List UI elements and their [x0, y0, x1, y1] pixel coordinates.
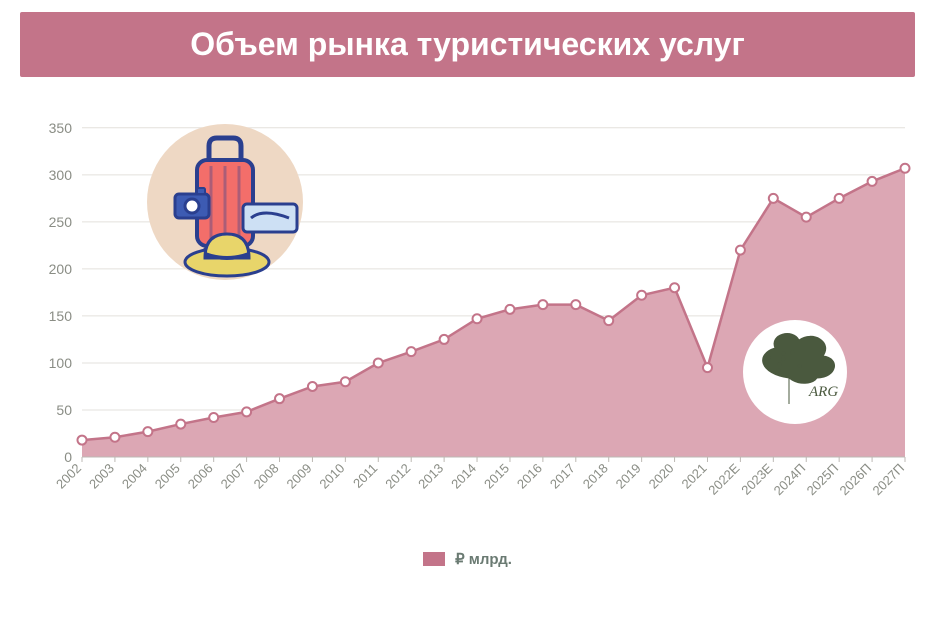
svg-text:2015: 2015 [481, 460, 512, 491]
svg-text:2016: 2016 [514, 460, 545, 491]
title-bar: Объем рынка туристических услуг [20, 12, 915, 77]
svg-text:2009: 2009 [284, 460, 315, 491]
svg-text:2008: 2008 [251, 460, 282, 491]
svg-text:2011: 2011 [350, 460, 380, 490]
svg-text:2005: 2005 [152, 460, 183, 491]
svg-text:2022E: 2022E [705, 460, 742, 497]
page-title: Объем рынка туристических услуг [190, 26, 745, 63]
svg-text:350: 350 [49, 120, 73, 136]
svg-text:2012: 2012 [382, 460, 413, 491]
svg-text:2017: 2017 [547, 460, 578, 491]
svg-text:2007: 2007 [218, 460, 249, 491]
legend-swatch [423, 552, 445, 566]
svg-text:2004: 2004 [119, 460, 150, 491]
svg-text:2026П: 2026П [837, 460, 875, 498]
svg-text:300: 300 [49, 167, 73, 183]
svg-text:2010: 2010 [316, 460, 347, 491]
area-chart: 0501001502002503003502002200320042005200… [20, 97, 915, 527]
arg-logo: ARG [743, 320, 847, 424]
svg-text:200: 200 [49, 261, 73, 277]
legend-label: ₽ млрд. [455, 550, 512, 568]
svg-text:2018: 2018 [580, 460, 611, 491]
svg-text:50: 50 [56, 402, 72, 418]
svg-text:2013: 2013 [415, 460, 446, 491]
svg-text:2006: 2006 [185, 460, 216, 491]
svg-text:100: 100 [49, 355, 73, 371]
svg-text:2027П: 2027П [869, 460, 907, 498]
travel-icon [147, 124, 303, 280]
svg-text:2025П: 2025П [804, 460, 842, 498]
chart-area: 0501001502002503003502002200320042005200… [20, 97, 915, 532]
svg-text:2002: 2002 [53, 460, 84, 491]
svg-text:2020: 2020 [646, 460, 677, 491]
svg-text:ARG: ARG [808, 384, 838, 400]
svg-text:2024П: 2024П [771, 460, 809, 498]
svg-text:2014: 2014 [448, 460, 479, 491]
svg-text:150: 150 [49, 308, 73, 324]
svg-text:2003: 2003 [86, 460, 117, 491]
svg-text:250: 250 [49, 214, 73, 230]
legend: ₽ млрд. [20, 550, 915, 568]
infographic-container: Объем рынка туристических услуг 05010015… [0, 0, 935, 628]
svg-text:2019: 2019 [613, 460, 644, 491]
svg-text:2023Е: 2023Е [738, 460, 775, 497]
